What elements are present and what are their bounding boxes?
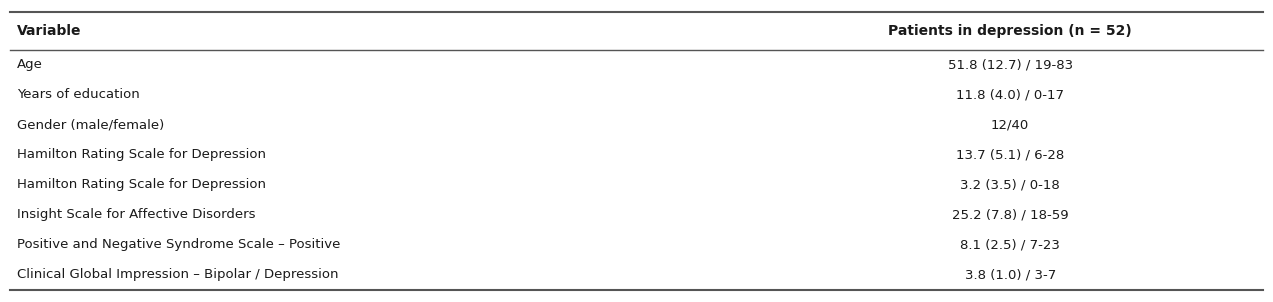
Text: 8.1 (2.5) / 7-23: 8.1 (2.5) / 7-23 — [960, 238, 1060, 251]
Text: 13.7 (5.1) / 6-28: 13.7 (5.1) / 6-28 — [956, 148, 1064, 161]
Text: 3.8 (1.0) / 3-7: 3.8 (1.0) / 3-7 — [965, 268, 1055, 281]
Text: Hamilton Rating Scale for Depression: Hamilton Rating Scale for Depression — [17, 178, 266, 191]
Text: Hamilton Rating Scale for Depression: Hamilton Rating Scale for Depression — [17, 148, 266, 161]
Text: 11.8 (4.0) / 0-17: 11.8 (4.0) / 0-17 — [956, 88, 1064, 101]
Text: 3.2 (3.5) / 0-18: 3.2 (3.5) / 0-18 — [960, 178, 1060, 191]
Text: Clinical Global Impression – Bipolar / Depression: Clinical Global Impression – Bipolar / D… — [17, 268, 339, 281]
Text: Insight Scale for Affective Disorders: Insight Scale for Affective Disorders — [17, 208, 255, 221]
Text: Gender (male/female): Gender (male/female) — [17, 118, 164, 131]
Text: Age: Age — [17, 58, 42, 71]
Text: 51.8 (12.7) / 19-83: 51.8 (12.7) / 19-83 — [947, 58, 1073, 71]
Text: Patients in depression (n = 52): Patients in depression (n = 52) — [889, 24, 1132, 38]
Text: Positive and Negative Syndrome Scale – Positive: Positive and Negative Syndrome Scale – P… — [17, 238, 340, 251]
Text: Years of education: Years of education — [17, 88, 139, 101]
Text: Variable: Variable — [17, 24, 81, 38]
Text: 25.2 (7.8) / 18-59: 25.2 (7.8) / 18-59 — [952, 208, 1068, 221]
Text: 12/40: 12/40 — [990, 118, 1030, 131]
